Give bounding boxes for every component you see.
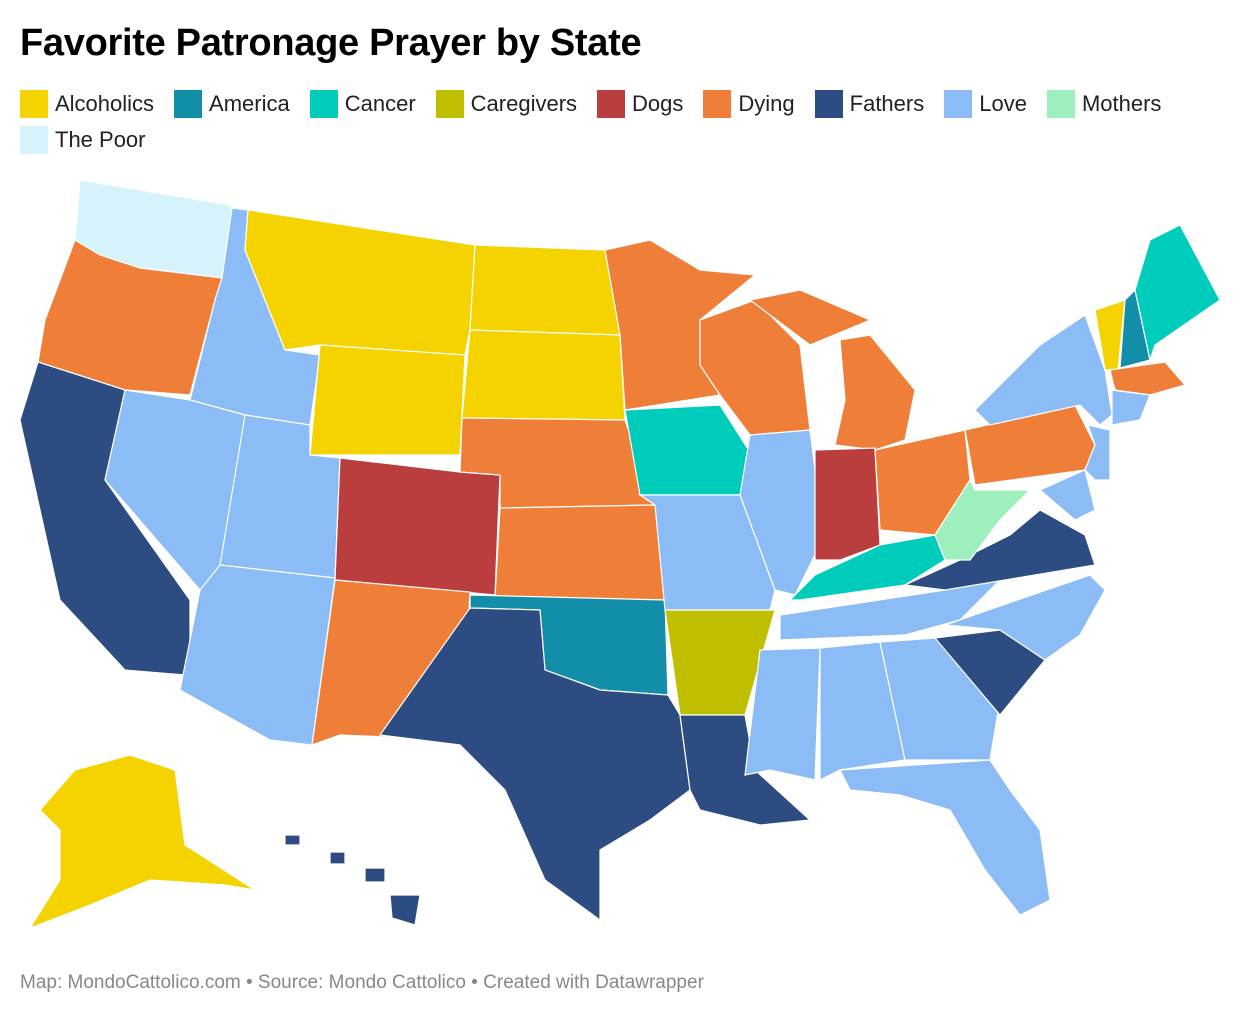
legend-label: America <box>209 91 290 116</box>
legend-swatch <box>597 90 626 118</box>
state-region <box>244 209 476 356</box>
state-region <box>284 834 301 846</box>
state-region <box>37 239 223 396</box>
state-region <box>334 457 501 596</box>
legend-label: Mothers <box>1081 91 1162 116</box>
legend-item: Alcoholics <box>20 90 154 118</box>
footer: Map: MondoCattolico.com • Source: Mondo … <box>20 972 704 993</box>
state-region <box>739 429 816 596</box>
state-region <box>1038 469 1096 521</box>
state-region <box>839 759 1051 916</box>
state-region <box>309 344 466 456</box>
state-region <box>879 637 1001 761</box>
state-region <box>389 894 421 926</box>
state-region <box>28 754 256 930</box>
state-region <box>329 851 346 865</box>
legend-label: Dying <box>738 91 795 116</box>
state-region <box>934 478 1032 561</box>
legend-swatch <box>703 90 732 118</box>
state-region <box>378 607 691 922</box>
legend-swatch <box>174 90 203 118</box>
legend-swatch <box>1046 90 1075 118</box>
state-region <box>834 334 916 451</box>
legend: Alcoholics America Cancer Caregivers Dogs Dyi… <box>20 90 1230 154</box>
state-region <box>461 329 626 421</box>
state-region <box>819 641 906 781</box>
legend-item: Dogs <box>597 90 683 118</box>
legend-label: Fathers <box>849 91 925 116</box>
legend-swatch <box>20 126 48 154</box>
legend-label: Cancer <box>344 91 416 116</box>
state-region <box>748 289 872 346</box>
legend-label: The Poor <box>55 127 146 152</box>
legend-item: America <box>174 90 290 118</box>
state-region <box>179 564 336 746</box>
state-region <box>1111 389 1151 426</box>
legend-swatch <box>435 90 464 118</box>
legend-swatch <box>944 90 973 118</box>
legend-label: Dogs <box>632 91 684 116</box>
state-region <box>974 314 1113 426</box>
state-region <box>1109 361 1187 396</box>
state-region <box>944 574 1106 661</box>
state-region <box>494 504 666 601</box>
legend-item: The Poor <box>20 126 146 154</box>
legend-item: Dying <box>703 90 795 118</box>
legend-item: Mothers <box>1046 90 1162 118</box>
legend-item: Caregivers <box>435 90 578 118</box>
state-region <box>814 447 881 561</box>
legend-item: Love <box>944 90 1027 118</box>
legend-item: Fathers <box>814 90 925 118</box>
state-region <box>1134 224 1221 363</box>
legend-label: Love <box>979 91 1027 116</box>
legend-label: Alcoholics <box>55 91 155 116</box>
legend-swatch <box>309 90 338 118</box>
title: Favorite Patronage Prayer by State <box>20 22 642 64</box>
legend-swatch <box>20 90 48 118</box>
state-region <box>1084 424 1111 481</box>
legend-item: Cancer <box>309 90 416 118</box>
state-region <box>624 404 756 496</box>
legend-swatch <box>814 90 843 118</box>
state-region <box>364 867 386 883</box>
legend-label: Caregivers <box>470 91 578 116</box>
state-region <box>744 647 821 781</box>
state-region <box>469 244 621 336</box>
